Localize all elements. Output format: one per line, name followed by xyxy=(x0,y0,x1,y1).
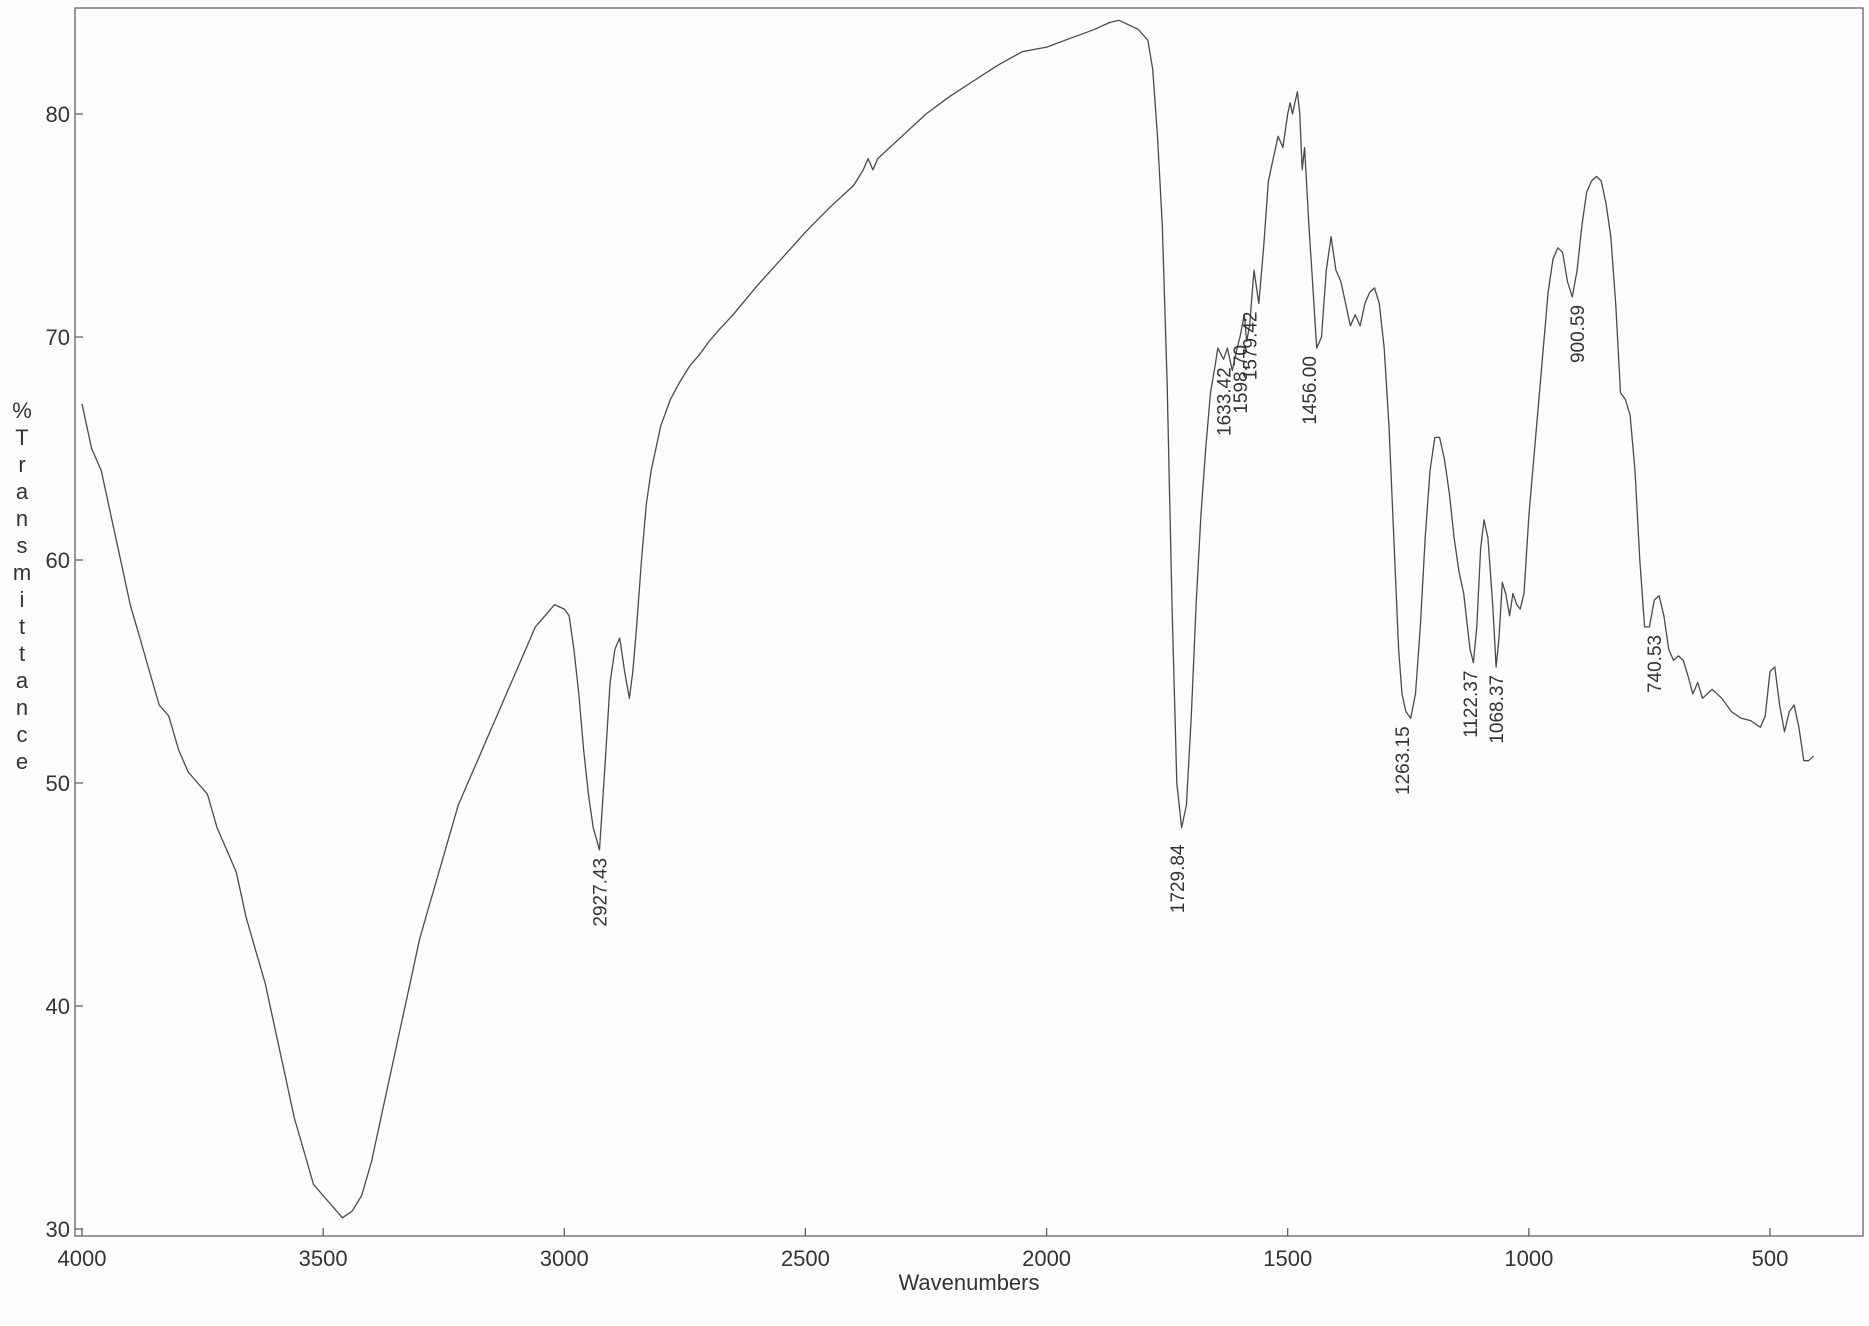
y-axis-title-char: n xyxy=(16,695,28,720)
x-tick-label: 4000 xyxy=(58,1246,107,1271)
peak-label: 1633.42 xyxy=(1214,367,1235,436)
peak-label: 1122.37 xyxy=(1461,671,1482,738)
x-axis-title: Wavenumbers xyxy=(898,1270,1039,1295)
y-tick-label: 30 xyxy=(46,1217,70,1242)
y-axis-title-char: c xyxy=(17,722,28,747)
peak-label: 1456.00 xyxy=(1300,356,1321,425)
peak-label: 740.53 xyxy=(1645,635,1666,693)
y-axis-title-char: T xyxy=(15,425,28,450)
x-tick-label: 3500 xyxy=(299,1246,348,1271)
y-axis-title-char: % xyxy=(12,398,32,423)
plot-frame xyxy=(74,7,1864,1237)
y-tick-label: 50 xyxy=(46,771,70,796)
peak-label: 1729.84 xyxy=(1168,844,1189,913)
peak-label: 2927.43 xyxy=(590,858,611,927)
y-axis-title-char: a xyxy=(16,479,29,504)
x-tick-label: 500 xyxy=(1752,1246,1789,1271)
x-tick-label: 2000 xyxy=(1022,1246,1071,1271)
y-axis-title-char: t xyxy=(19,614,25,639)
y-axis-title-char: a xyxy=(16,668,29,693)
x-axis: 4000 3500 3000 2500 2000 1500 1000 500 xyxy=(58,1228,1789,1271)
y-tick-label: 70 xyxy=(46,325,70,350)
y-axis-title-char: t xyxy=(19,641,25,666)
x-tick-label: 1500 xyxy=(1263,1246,1312,1271)
peak-label: 1068.37 xyxy=(1487,675,1508,744)
y-tick-label: 60 xyxy=(46,548,70,573)
y-axis-title-char: n xyxy=(16,506,28,531)
y-axis: 30 40 50 60 70 80 xyxy=(46,102,83,1242)
y-tick-label: 80 xyxy=(46,102,70,127)
peak-label: 1579.42 xyxy=(1240,312,1261,381)
peak-label: 1263.15 xyxy=(1393,726,1414,795)
y-axis-title-char: m xyxy=(13,560,31,585)
peak-label: 1598.70 xyxy=(1231,345,1252,414)
transmittance-series-line xyxy=(81,19,1814,1219)
y-axis-title-char: e xyxy=(16,749,28,774)
peak-label: 900.59 xyxy=(1568,305,1589,363)
y-tick-label: 40 xyxy=(46,994,70,1019)
y-axis-title-char: s xyxy=(17,533,28,558)
x-tick-label: 1000 xyxy=(1504,1246,1553,1271)
y-axis-title-char: r xyxy=(18,452,25,477)
x-tick-label: 2500 xyxy=(781,1246,830,1271)
x-tick-label: 3000 xyxy=(540,1246,589,1271)
y-axis-title-char: i xyxy=(20,587,25,612)
